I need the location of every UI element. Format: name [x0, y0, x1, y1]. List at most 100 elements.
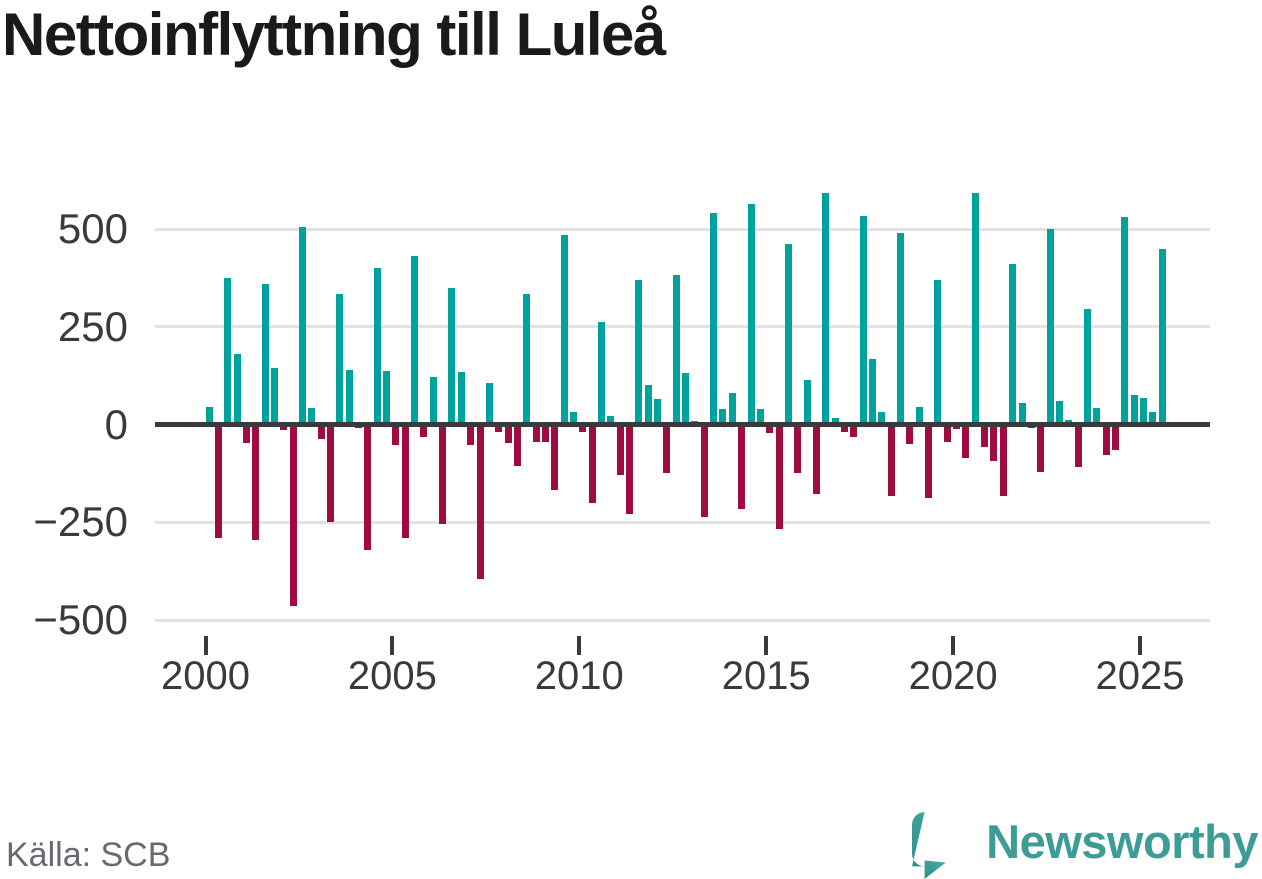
bar-2010-Q3 [597, 321, 605, 425]
bar-2005-Q4 [420, 424, 428, 438]
bar-2000-Q3 [224, 277, 232, 425]
bar-2018-Q2 [887, 424, 895, 497]
bar-2006-Q4 [457, 371, 465, 425]
bar-2023-Q3 [1083, 309, 1091, 425]
bar-2019-Q3 [934, 279, 942, 425]
bar-2010-Q2 [588, 424, 596, 503]
gridline-500 [155, 227, 1210, 231]
bar-2019-Q4 [943, 424, 951, 442]
bar-2012-Q4 [682, 372, 690, 425]
bar-2007-Q1 [467, 424, 475, 446]
bar-2005-Q1 [392, 424, 400, 445]
bar-2017-Q1 [840, 424, 848, 432]
bar-2020-Q2 [962, 424, 970, 459]
zero-line [155, 422, 1210, 427]
bar-2011-Q3 [635, 279, 643, 425]
bar-2007-Q2 [476, 424, 484, 579]
bar-2003-Q3 [336, 293, 344, 425]
bar-2002-Q4 [308, 408, 316, 425]
bar-2018-Q4 [906, 424, 914, 445]
bar-2003-Q2 [326, 424, 334, 523]
bar-2009-Q3 [560, 234, 568, 425]
bar-2007-Q4 [495, 424, 503, 433]
bar-2016-Q4 [831, 417, 839, 425]
bar-2001-Q2 [252, 424, 260, 540]
bar-2017-Q3 [859, 216, 867, 425]
bar-2015-Q3 [784, 243, 792, 425]
bar-2004-Q2 [364, 424, 372, 550]
bar-2005-Q2 [401, 424, 409, 538]
x-axis-label-2020: 2020 [908, 654, 998, 698]
bar-2004-Q4 [383, 371, 391, 425]
y-axis-label--500: −500 [33, 596, 128, 643]
bar-2006-Q3 [448, 287, 456, 425]
bar-2016-Q2 [812, 424, 820, 495]
bar-2004-Q3 [373, 268, 381, 425]
bar-2011-Q2 [626, 424, 634, 515]
bar-2009-Q2 [551, 424, 559, 491]
bar-2014-Q2 [738, 424, 746, 509]
bar-2015-Q2 [775, 424, 783, 529]
bar-2024-Q4 [1130, 395, 1138, 425]
bar-2000-Q2 [214, 424, 222, 538]
newsworthy-logo-icon [912, 812, 975, 879]
bar-2013-Q4 [719, 409, 727, 425]
x-axis-label-2025: 2025 [1095, 654, 1185, 698]
bar-2015-Q1 [766, 424, 774, 433]
bar-2012-Q3 [672, 274, 680, 425]
x-tick-2010 [577, 636, 582, 655]
x-tick-2005 [390, 636, 395, 655]
bar-2001-Q1 [242, 424, 250, 444]
bar-2000-Q4 [233, 354, 241, 425]
bar-2013-Q2 [700, 424, 708, 518]
bar-2021-Q4 [1018, 402, 1026, 425]
bar-2019-Q1 [915, 407, 923, 425]
bar-2008-Q4 [532, 424, 540, 443]
newsworthy-logo: Newsworthy [912, 812, 1258, 879]
gridline--500 [155, 618, 1210, 622]
y-axis-label-250: 250 [57, 302, 128, 350]
bar-2012-Q2 [663, 424, 671, 474]
bar-2020-Q4 [981, 424, 989, 447]
bar-2024-Q3 [1121, 217, 1129, 425]
bar-2016-Q3 [822, 192, 830, 425]
bar-2021-Q3 [1009, 264, 1017, 425]
bar-2022-Q4 [1055, 401, 1063, 425]
x-axis-label-2005: 2005 [347, 654, 437, 698]
x-axis-label-2000: 2000 [161, 654, 250, 698]
bar-2002-Q2 [289, 424, 297, 607]
bar-2022-Q2 [1037, 424, 1045, 473]
bar-2012-Q1 [654, 399, 662, 425]
bar-2017-Q2 [850, 424, 858, 438]
bar-2021-Q1 [990, 424, 998, 461]
bar-2024-Q2 [1111, 424, 1119, 451]
bar-2018-Q3 [897, 233, 905, 425]
bar-2008-Q1 [504, 424, 512, 444]
x-axis-label-2010: 2010 [534, 654, 624, 698]
bar-2008-Q3 [523, 293, 531, 425]
bar-2024-Q1 [1102, 424, 1110, 456]
bar-2017-Q4 [868, 358, 876, 425]
bar-2010-Q1 [579, 424, 587, 432]
bar-2016-Q1 [803, 379, 811, 425]
bar-2011-Q4 [644, 385, 652, 425]
bar-2023-Q2 [1074, 424, 1082, 467]
gridline--250 [155, 520, 1210, 524]
y-axis-label-500: 500 [57, 205, 128, 252]
newsworthy-logo-text: Newsworthy [986, 814, 1258, 868]
bar-2014-Q1 [728, 392, 736, 425]
bar-2003-Q4 [345, 369, 353, 425]
chart-title: Nettoinflyttning till Luleå [2, 1, 666, 68]
bar-2009-Q4 [569, 411, 577, 425]
bar-2006-Q2 [439, 424, 447, 525]
bar-2005-Q3 [411, 256, 419, 425]
x-axis-label-2015: 2015 [721, 654, 811, 698]
bar-2008-Q2 [513, 424, 521, 466]
x-tick-2025 [1138, 636, 1142, 655]
x-tick-2000 [203, 636, 208, 655]
bar-2014-Q3 [747, 204, 755, 425]
bar-2021-Q2 [999, 424, 1007, 496]
bar-2025-Q3 [1158, 248, 1166, 425]
bar-2006-Q1 [429, 377, 437, 425]
